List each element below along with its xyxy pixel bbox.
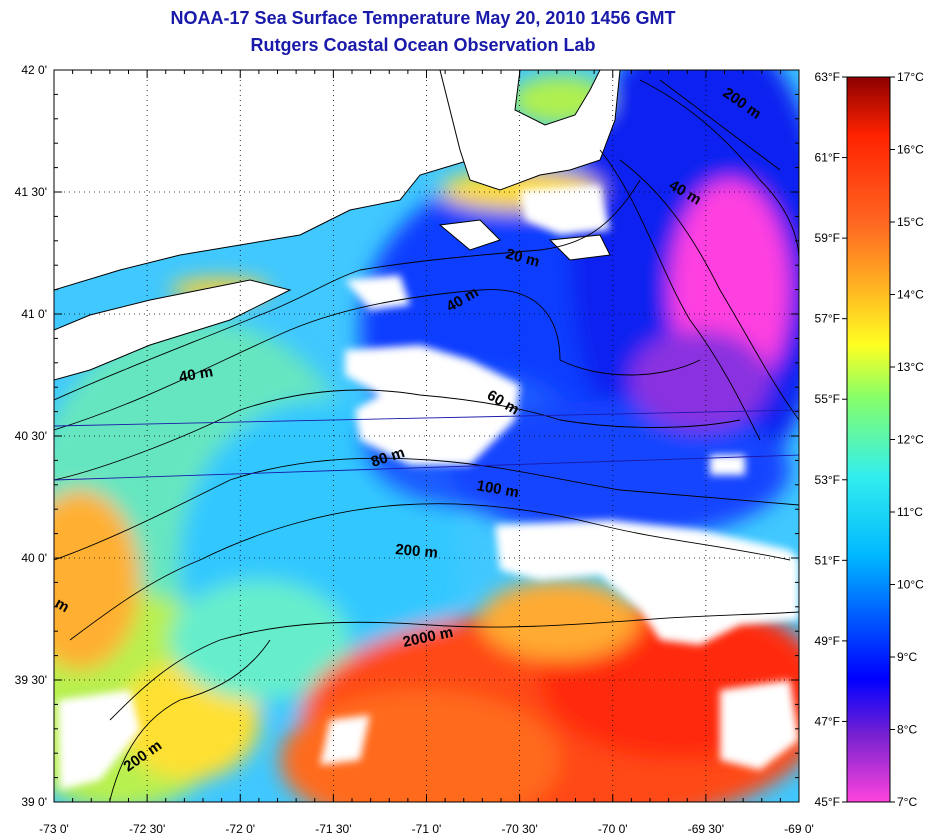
- celsius-label: 10°C: [897, 578, 924, 592]
- latitude-axis: 42 0' 41 30' 41 0' 40 30' 40 0' 39 30' 39 0': [15, 63, 47, 809]
- lat-tick-label: 40 0': [21, 551, 47, 565]
- contour-label: 40 m: [178, 363, 215, 386]
- lat-tick-label: 39 0': [21, 795, 47, 809]
- colorbar-fahrenheit-labels: 63°F 61°F 59°F 57°F 55°F 53°F 51°F 49°F 47°F 45°F: [815, 70, 847, 809]
- lon-tick-label: -69 30': [688, 822, 724, 836]
- fahrenheit-label: 59°F: [815, 231, 840, 245]
- lon-tick-label: -71 0': [412, 822, 442, 836]
- longitude-axis: -73 0' -72 30' -72 0' -71 30' -71 0' -70 30' -…: [39, 822, 814, 836]
- lon-tick-label: -70 30': [501, 822, 537, 836]
- map-frame: [53, 69, 800, 803]
- celsius-label: 8°C: [897, 723, 917, 737]
- celsius-label: 15°C: [897, 215, 924, 229]
- celsius-label: 11°C: [897, 505, 923, 519]
- fahrenheit-label: 53°F: [815, 473, 840, 487]
- lon-tick-label: -73 0': [39, 822, 69, 836]
- lat-tick-label: 40 30': [15, 429, 47, 443]
- bathymetry-contours: [54, 79, 799, 801]
- colorbar-scale: [846, 76, 891, 803]
- celsius-label: 7°C: [897, 795, 917, 809]
- map-title: NOAA-17 Sea Surface Temperature May 20, …: [170, 8, 676, 28]
- celsius-label: 12°C: [897, 433, 924, 447]
- lat-tick-label: 41 30': [15, 185, 47, 199]
- colorbar: 17°C 16°C 15°C 14°C 13°C 12°C 11°C 10°C 9°C 8°C 7°…: [815, 70, 925, 809]
- celsius-label: 13°C: [897, 360, 924, 374]
- fahrenheit-label: 61°F: [815, 151, 840, 165]
- lon-tick-label: -72 0': [225, 822, 255, 836]
- cloud-mask: [58, 185, 799, 790]
- lon-tick-label: -69 0': [784, 822, 814, 836]
- fahrenheit-label: 47°F: [815, 714, 840, 728]
- celsius-label: 9°C: [897, 650, 917, 664]
- land-mass: [54, 70, 621, 381]
- fahrenheit-label: 49°F: [815, 634, 840, 648]
- celsius-label: 14°C: [897, 288, 924, 302]
- lon-tick-label: -72 30': [129, 822, 165, 836]
- map-grid: [53, 69, 800, 803]
- fahrenheit-label: 45°F: [815, 795, 840, 809]
- fahrenheit-label: 57°F: [815, 312, 840, 326]
- lat-tick-label: 41 0': [21, 307, 47, 321]
- colorbar-celsius-labels: 17°C 16°C 15°C 14°C 13°C 12°C 11°C 10°C 9°C 8°C 7°…: [890, 70, 924, 809]
- lat-tick-label: 39 30': [15, 673, 47, 687]
- fahrenheit-label: 55°F: [815, 392, 840, 406]
- fahrenheit-label: 51°F: [815, 553, 840, 567]
- contour-label: 200 m: [395, 541, 439, 562]
- map-subtitle: Rutgers Coastal Ocean Observation Lab: [250, 35, 596, 55]
- fahrenheit-label: 63°F: [815, 70, 840, 84]
- celsius-label: 17°C: [897, 70, 924, 84]
- lon-tick-label: -70 0': [598, 822, 628, 836]
- lat-tick-label: 42 0': [21, 63, 47, 77]
- lon-tick-label: -71 30': [315, 822, 351, 836]
- celsius-label: 16°C: [897, 143, 924, 157]
